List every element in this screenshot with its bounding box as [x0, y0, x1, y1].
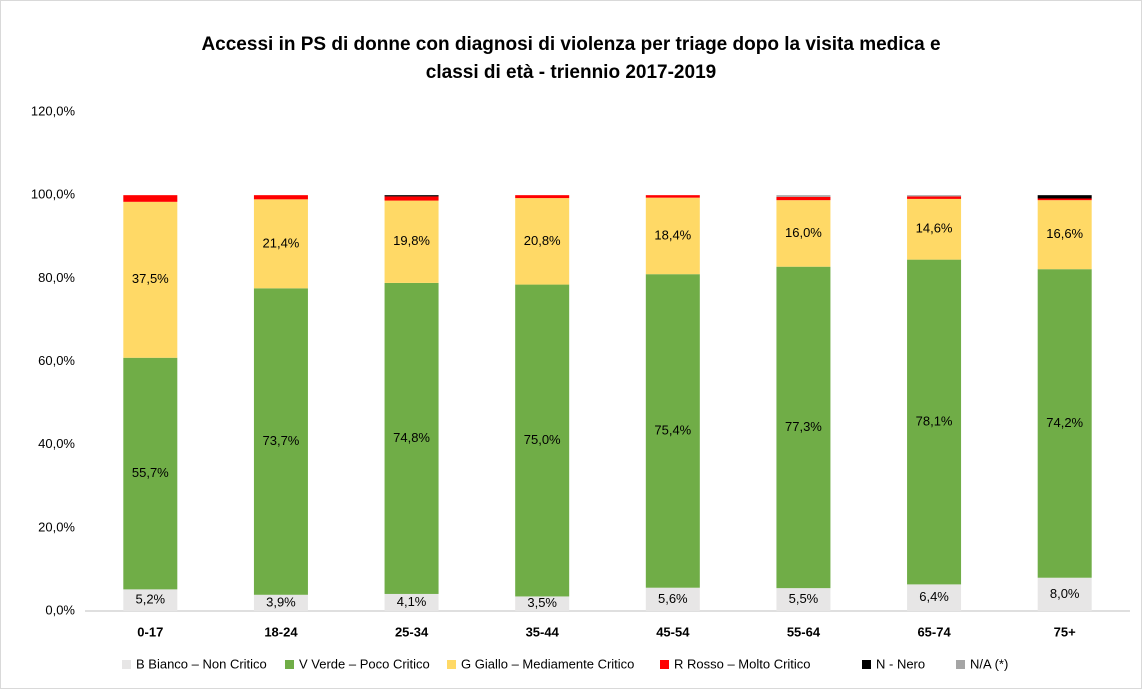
bar-segment [776, 195, 831, 197]
bar-segment [384, 200, 439, 283]
x-tick-label: 45-54 [656, 624, 690, 639]
bar-segment [384, 196, 439, 201]
y-tick-label: 100,0% [31, 187, 76, 202]
data-label: 73,7% [263, 433, 300, 448]
legend-label: N/A (*) [970, 656, 1008, 671]
legend-swatch [660, 660, 669, 669]
data-label: 19,8% [393, 233, 430, 248]
legend-label: G Giallo – Mediamente Critico [461, 656, 634, 671]
y-tick-label: 20,0% [38, 519, 75, 534]
bar-segment [253, 195, 308, 200]
data-label: 3,5% [527, 595, 557, 610]
data-label: 5,6% [658, 591, 688, 606]
bar-segment [384, 593, 439, 611]
legend-swatch [447, 660, 456, 669]
data-label: 4,1% [397, 594, 427, 609]
bar-segment [907, 259, 962, 585]
bar-segment [776, 588, 831, 611]
bar-segment [645, 197, 700, 275]
data-label: 5,5% [789, 591, 819, 606]
legend-label: B Bianco – Non Critico [136, 656, 267, 671]
data-label: 3,9% [266, 594, 296, 609]
bar-segment [907, 198, 962, 260]
data-label: 74,8% [393, 430, 430, 445]
x-tick-label: 55-64 [787, 624, 821, 639]
y-tick-label: 80,0% [38, 270, 75, 285]
bar-segment [907, 196, 962, 199]
x-tick-label: 35-44 [526, 624, 560, 639]
data-label: 6,4% [919, 589, 949, 604]
y-tick-label: 120,0% [31, 103, 76, 118]
bar-segment [253, 594, 308, 611]
chart-title: classi di età - triennio 2017-2019 [426, 62, 716, 83]
data-label: 21,4% [263, 235, 300, 250]
bar-segment [123, 195, 178, 202]
data-label: 14,6% [916, 221, 953, 236]
bar-segment [907, 195, 962, 197]
data-label: 74,2% [1046, 415, 1083, 430]
data-label: 8,0% [1050, 586, 1080, 601]
bar-segment [515, 198, 570, 285]
bar-segment [253, 288, 308, 595]
legend-label: R Rosso – Molto Critico [674, 656, 811, 671]
data-label: 20,8% [524, 233, 561, 248]
data-label: 37,5% [132, 271, 169, 286]
legend-swatch [956, 660, 965, 669]
y-tick-label: 60,0% [38, 353, 75, 368]
legend-swatch [285, 660, 294, 669]
bar-segment [123, 357, 178, 590]
bar-segment [384, 282, 439, 594]
data-label: 5,2% [135, 592, 165, 607]
chart-title: Accessi in PS di donne con diagnosi di v… [201, 34, 940, 55]
data-label: 77,3% [785, 419, 822, 434]
data-label: 78,1% [916, 413, 953, 428]
bar-segment [776, 196, 831, 201]
bar-segment [253, 199, 308, 289]
bar-segment [515, 284, 570, 597]
bar-segment [515, 596, 570, 611]
data-label: 55,7% [132, 465, 169, 480]
bar-segment [123, 201, 178, 358]
bar-segment [776, 200, 831, 267]
bar-segment [1037, 198, 1092, 201]
x-tick-label: 18-24 [264, 624, 298, 639]
y-tick-label: 40,0% [38, 436, 75, 451]
legend-label: V Verde – Poco Critico [299, 656, 430, 671]
bar-segment [1037, 577, 1092, 611]
bar-segment [1037, 195, 1092, 199]
bar-segment [384, 195, 439, 197]
data-label: 75,0% [524, 432, 561, 447]
data-label: 16,0% [785, 225, 822, 240]
bar-segment [515, 195, 570, 199]
legend-swatch [122, 660, 131, 669]
bar-segment [645, 195, 700, 198]
data-label: 75,4% [654, 422, 691, 437]
legend-label: N - Nero [876, 656, 925, 671]
x-tick-label: 65-74 [917, 624, 951, 639]
legend-swatch [862, 660, 871, 669]
x-tick-label: 75+ [1054, 624, 1076, 639]
bar-segment [776, 266, 831, 589]
y-tick-label: 0,0% [45, 602, 75, 617]
bar-segment [907, 584, 962, 611]
bar-segment [1037, 200, 1092, 270]
x-tick-label: 25-34 [395, 624, 429, 639]
x-tick-label: 0-17 [137, 624, 163, 639]
data-label: 16,6% [1046, 226, 1083, 241]
data-label: 18,4% [654, 227, 691, 242]
bar-segment [123, 589, 178, 611]
bar-segment [645, 274, 700, 588]
bar-segment [1037, 269, 1092, 578]
bar-segment [645, 587, 700, 611]
